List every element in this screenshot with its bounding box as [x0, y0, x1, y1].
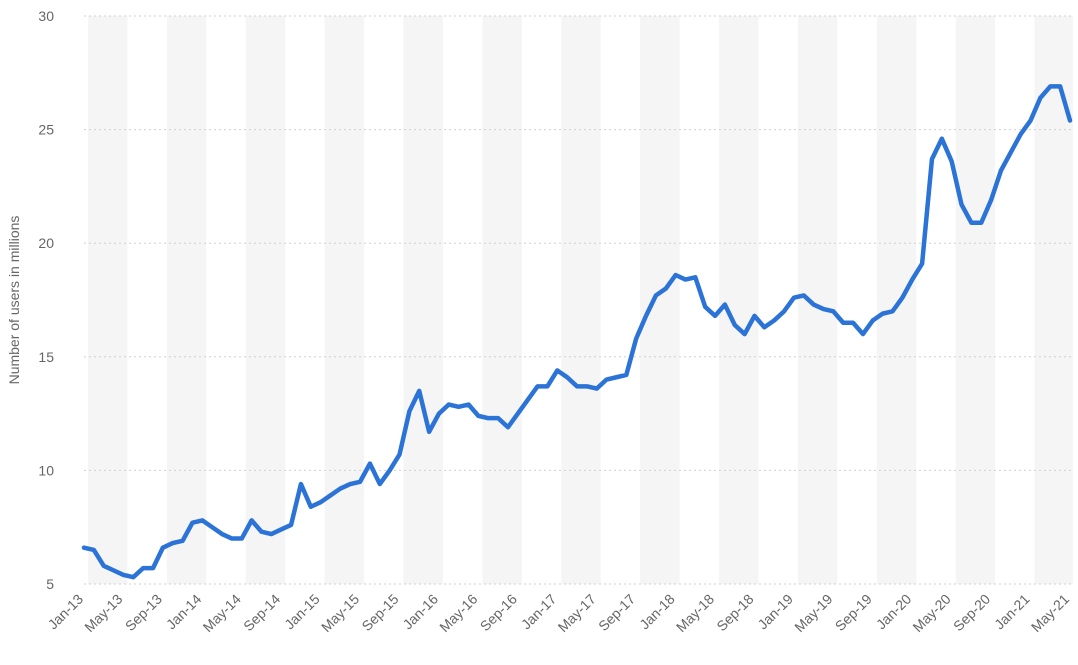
y-axis-ticks: 5 10 15 20 25 30	[38, 8, 54, 592]
series-line	[81, 84, 1073, 580]
x-tick-label: May-20	[909, 591, 953, 635]
x-tick-label: Jan-16	[399, 591, 441, 633]
x-tick-label: Sep-13	[122, 591, 165, 634]
background-band	[403, 16, 443, 584]
y-tick-label: 15	[38, 349, 54, 365]
x-tick-label: Sep-20	[950, 591, 993, 634]
background-band	[719, 16, 759, 584]
x-tick-label: Sep-15	[358, 591, 401, 634]
background-band	[482, 16, 522, 584]
y-tick-label: 10	[38, 462, 54, 478]
background-band	[640, 16, 680, 584]
background-band	[797, 16, 838, 584]
background-band	[245, 16, 286, 584]
background-band	[561, 16, 601, 584]
background-band	[955, 16, 996, 584]
x-tick-label: Jan-14	[163, 591, 205, 633]
x-tick-label: Jan-20	[873, 591, 915, 633]
x-tick-label: Sep-14	[240, 591, 283, 634]
x-tick-label: Jan-19	[754, 591, 796, 633]
x-axis-ticks: Jan-13May-13Sep-13Jan-14May-14Sep-14Jan-…	[45, 591, 1073, 635]
x-tick-label: May-13	[81, 591, 125, 635]
series-group	[81, 84, 1073, 580]
background-band	[876, 16, 917, 584]
background-band	[324, 16, 365, 584]
alternating-background-bands	[88, 16, 1073, 584]
x-tick-label: May-16	[436, 591, 480, 635]
x-tick-label: Jan-21	[991, 591, 1033, 633]
x-tick-label: Jan-18	[636, 591, 678, 633]
y-tick-label: 20	[38, 235, 54, 251]
y-tick-label: 5	[46, 576, 54, 592]
x-tick-label: Sep-19	[832, 591, 875, 634]
x-tick-label: May-17	[555, 591, 599, 635]
x-tick-label: Jan-13	[45, 591, 87, 633]
y-axis-label: Number of users in millions	[6, 216, 22, 385]
x-tick-label: Sep-17	[595, 591, 638, 634]
x-tick-label: May-18	[673, 591, 717, 635]
x-tick-label: Jan-17	[518, 591, 560, 633]
background-band	[88, 16, 128, 584]
x-tick-label: May-19	[791, 591, 835, 635]
x-tick-label: Sep-16	[477, 591, 520, 634]
background-band	[166, 16, 207, 584]
y-tick-label: 30	[38, 8, 54, 24]
x-tick-label: May-21	[1028, 591, 1072, 635]
x-tick-label: May-14	[200, 591, 244, 635]
y-tick-label: 25	[38, 122, 54, 138]
x-tick-label: May-15	[318, 591, 362, 635]
x-tick-label: Sep-18	[713, 591, 756, 634]
x-tick-label: Jan-15	[281, 591, 323, 633]
